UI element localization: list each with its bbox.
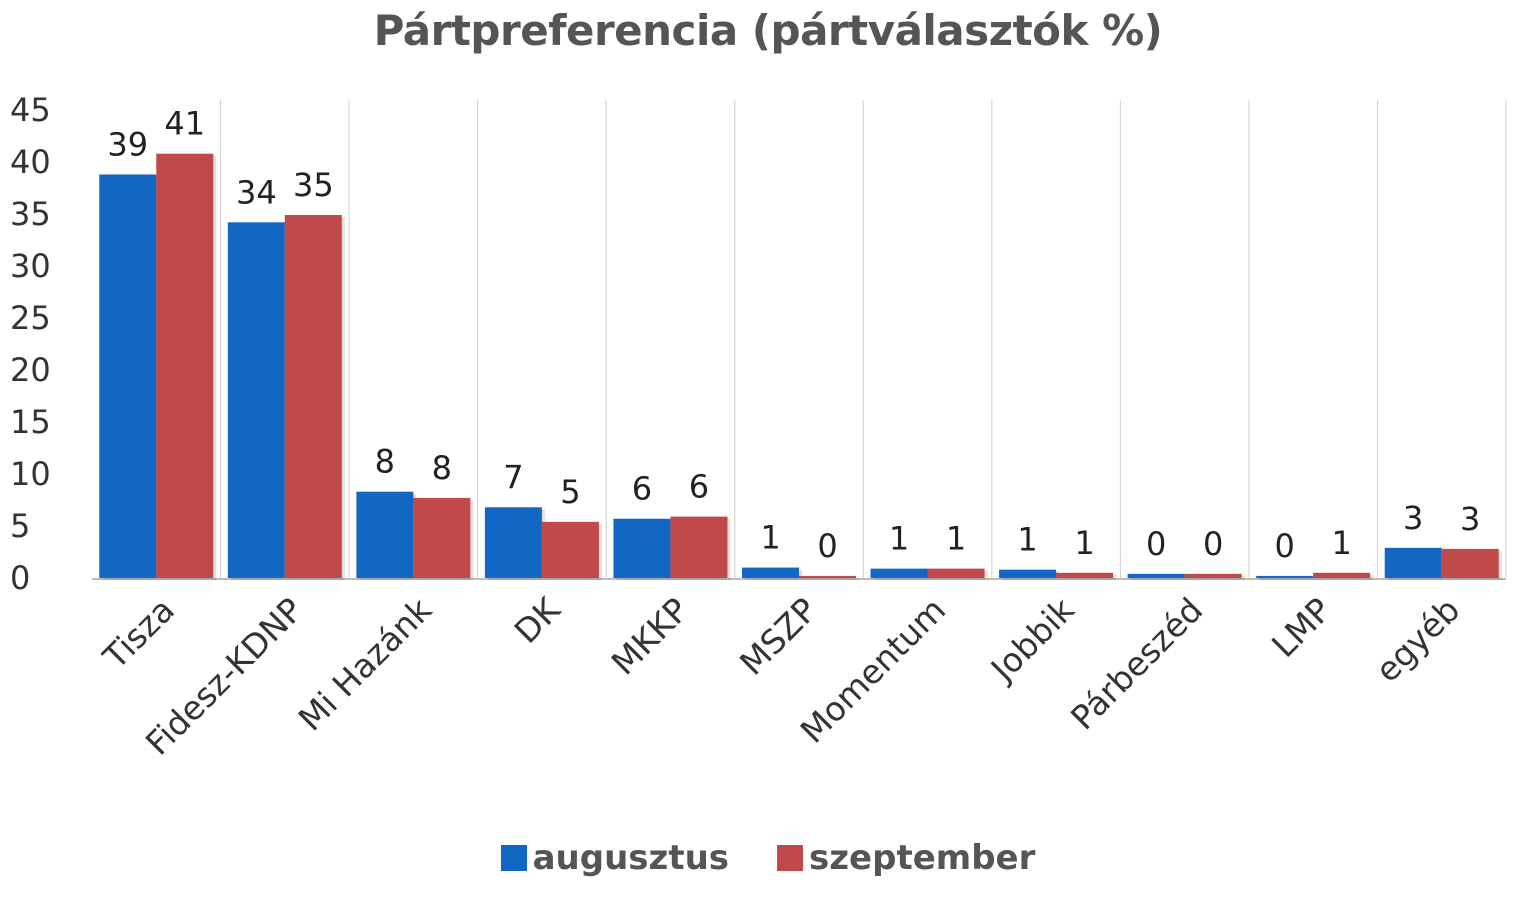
bar-szeptember-Momentum xyxy=(927,568,985,578)
data-label: 1 xyxy=(1017,521,1037,559)
y-tick-label: 25 xyxy=(10,299,51,337)
bar-szeptember-Párbeszéd xyxy=(1184,573,1242,578)
bar-szeptember-Mi Hazánk xyxy=(413,497,471,578)
data-label: 8 xyxy=(432,449,452,487)
y-tick-label: 10 xyxy=(10,455,51,493)
chart-title: Pártpreferencia (pártválasztók %) xyxy=(373,6,1163,55)
data-label: 1 xyxy=(946,520,966,558)
legend-item-augusztus: augusztus xyxy=(500,838,730,878)
data-label: 0 xyxy=(1203,525,1223,563)
bar-szeptember-MSZP xyxy=(799,575,856,578)
x-tick-label: Párbeszéd xyxy=(1063,590,1210,737)
bar-szeptember-DK xyxy=(541,521,599,578)
bar-szeptember-MKKP xyxy=(670,516,728,578)
data-label: 1 xyxy=(1332,524,1352,562)
x-tick-label: Tisza xyxy=(95,590,182,677)
x-tick-label: Jobbik xyxy=(982,589,1082,689)
bar-augusztus-Fidesz-KDNP xyxy=(227,222,285,578)
chart-grid xyxy=(92,100,1507,580)
x-tick-label: MKKP xyxy=(604,590,696,682)
legend-label-szeptember: szeptember xyxy=(809,838,1036,878)
data-label: 1 xyxy=(760,519,780,557)
bar-augusztus-egyéb xyxy=(1384,547,1442,578)
data-label: 8 xyxy=(375,443,395,481)
x-tick-label: Mi Hazánk xyxy=(291,589,440,738)
bar-augusztus-Tisza xyxy=(99,174,157,579)
legend-swatch-augusztus xyxy=(500,845,527,871)
bar-szeptember-Tisza xyxy=(156,153,214,578)
data-label: 7 xyxy=(503,458,523,496)
bar-augusztus-Párbeszéd xyxy=(1127,573,1185,578)
bar-shadow xyxy=(802,577,859,580)
data-label: 41 xyxy=(164,105,205,143)
x-tick-label: MSZP xyxy=(732,590,825,683)
x-tick-label: DK xyxy=(507,589,569,651)
bar-szeptember-Jobbik xyxy=(1056,572,1114,578)
y-tick-label: 45 xyxy=(10,91,51,129)
data-label: 0 xyxy=(817,527,837,565)
data-label: 0 xyxy=(1146,525,1166,563)
data-label: 1 xyxy=(1074,524,1094,562)
bar-augusztus-MKKP xyxy=(613,518,671,578)
data-label: 39 xyxy=(107,125,148,163)
data-label: 0 xyxy=(1275,527,1295,565)
x-tick-label: LMP xyxy=(1264,590,1339,665)
y-tick-label: 0 xyxy=(10,559,30,597)
bar-augusztus-MSZP xyxy=(742,567,799,578)
data-label: 34 xyxy=(236,173,277,211)
chart-legend: augusztus szeptember xyxy=(0,838,1536,878)
bar-augusztus-Momentum xyxy=(870,568,928,578)
data-label: 5 xyxy=(560,473,580,511)
y-tick-label: 5 xyxy=(10,507,30,545)
data-label: 3 xyxy=(1403,499,1423,537)
bar-szeptember-Fidesz-KDNP xyxy=(284,215,342,579)
data-label: 6 xyxy=(632,470,652,508)
bar-augusztus-LMP xyxy=(1256,575,1314,578)
legend-label-augusztus: augusztus xyxy=(532,838,730,878)
data-label: 3 xyxy=(1460,500,1480,538)
bar-series xyxy=(99,153,1502,581)
data-label: 35 xyxy=(293,166,334,204)
x-tick-label: egyéb xyxy=(1368,590,1468,690)
bar-szeptember-LMP xyxy=(1313,572,1371,578)
bar-szeptember-egyéb xyxy=(1441,548,1499,578)
data-label: 6 xyxy=(689,468,709,506)
bar-shadow xyxy=(1259,577,1317,580)
legend-swatch-szeptember xyxy=(777,845,804,871)
y-tick-label: 30 xyxy=(10,247,51,285)
y-tick-label: 20 xyxy=(10,351,51,389)
bar-augusztus-Mi Hazánk xyxy=(356,491,414,578)
y-tick-label: 15 xyxy=(10,403,51,441)
y-axis: 45 40 35 30 25 20 15 10 5 0 xyxy=(10,91,51,597)
bar-augusztus-DK xyxy=(484,507,542,578)
data-label: 1 xyxy=(889,520,909,558)
y-tick-label: 35 xyxy=(10,195,51,233)
y-tick-label: 40 xyxy=(10,143,51,181)
legend-item-szeptember: szeptember xyxy=(777,838,1035,878)
bar-augusztus-Jobbik xyxy=(999,569,1057,578)
